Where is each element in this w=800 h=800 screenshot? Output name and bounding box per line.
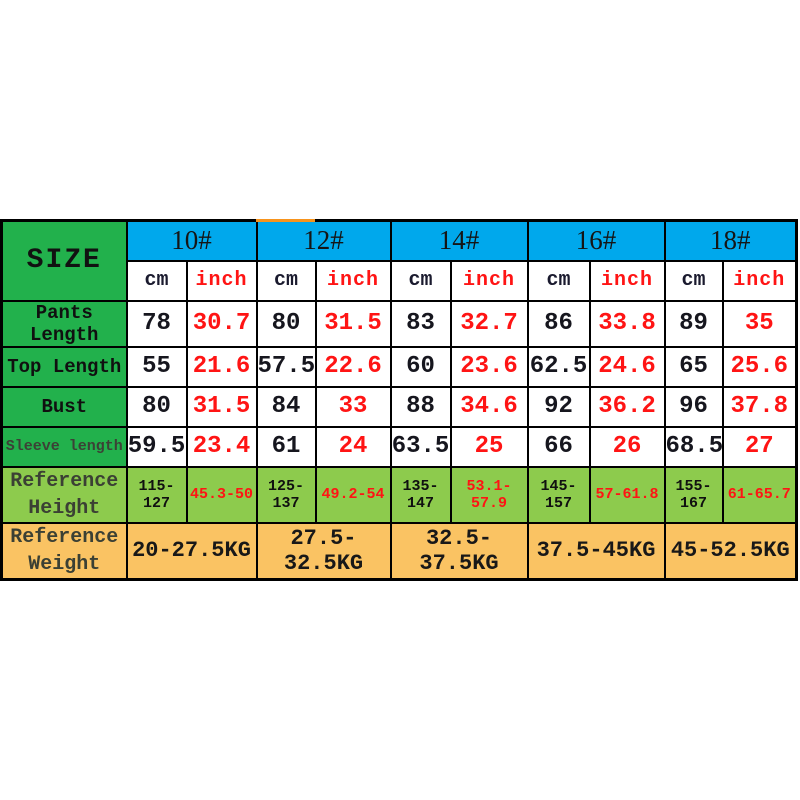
inch-value: 23.6 — [449, 345, 529, 388]
inch-range: 53.1-57.9 — [449, 465, 529, 524]
cm-range: 125-137 — [255, 465, 317, 524]
size-header-12: 12# — [255, 219, 392, 262]
size-header-10: 10# — [125, 219, 258, 262]
unit-inch: inch — [185, 259, 258, 302]
cm-value: 66 — [526, 425, 591, 468]
cm-value: 83 — [389, 299, 452, 348]
inch-range: 45.3-50 — [185, 465, 258, 524]
inch-value: 32.7 — [449, 299, 529, 348]
cm-value: 92 — [526, 385, 591, 428]
cm-range: 115-127 — [125, 465, 188, 524]
inch-range: 57-61.8 — [588, 465, 666, 524]
unit-inch: inch — [314, 259, 392, 302]
inch-value: 35 — [721, 299, 798, 348]
cm-value: 78 — [125, 299, 188, 348]
inch-value: 33.8 — [588, 299, 666, 348]
cm-value: 57.5 — [255, 345, 317, 388]
inch-value: 21.6 — [185, 345, 258, 388]
cm-value: 55 — [125, 345, 188, 388]
weight-range: 32.5-37.5KG — [389, 521, 529, 581]
weight-range: 20-27.5KG — [125, 521, 258, 581]
row-pants-length: Pants Length 78 30.7 80 31.5 83 32.7 86 … — [0, 299, 798, 348]
weight-range: 45-52.5KG — [663, 521, 798, 581]
unit-inch: inch — [449, 259, 529, 302]
inch-value: 26 — [588, 425, 666, 468]
row-label: Pants Length — [0, 299, 128, 348]
unit-inch: inch — [588, 259, 666, 302]
cm-value: 68.5 — [663, 425, 724, 468]
cm-value: 62.5 — [526, 345, 591, 388]
inch-range: 49.2-54 — [314, 465, 392, 524]
unit-inch: inch — [721, 259, 798, 302]
unit-row: cm inch cm inch cm inch cm inch cm inch — [2, 259, 798, 302]
unit-cm: cm — [125, 259, 188, 302]
cm-value: 84 — [255, 385, 317, 428]
cm-value: 88 — [389, 385, 452, 428]
cm-value: 65 — [663, 345, 724, 388]
cm-value: 96 — [663, 385, 724, 428]
size-header-14: 14# — [389, 219, 529, 262]
row-bust: Bust 80 31.5 84 33 88 34.6 92 36.2 96 37… — [0, 385, 798, 428]
cm-value: 80 — [255, 299, 317, 348]
cm-value: 59.5 — [125, 425, 188, 468]
row-label: Top Length — [0, 345, 128, 388]
inch-value: 30.7 — [185, 299, 258, 348]
cm-range: 145-157 — [526, 465, 591, 524]
size-header-18: 18# — [663, 219, 798, 262]
row-label: Bust — [0, 385, 128, 428]
weight-range: 27.5-32.5KG — [255, 521, 392, 581]
inch-value: 22.6 — [314, 345, 392, 388]
row-top-length: Top Length 55 21.6 57.5 22.6 60 23.6 62.… — [0, 345, 798, 388]
row-reference-height: Reference Height 115-127 45.3-50 125-137… — [0, 465, 798, 524]
cm-value: 61 — [255, 425, 317, 468]
cm-value: 86 — [526, 299, 591, 348]
row-reference-weight: Reference Weight 20-27.5KG 27.5-32.5KG 3… — [0, 521, 798, 581]
size-corner-label: SIZE — [0, 219, 128, 302]
size-header-16: 16# — [526, 219, 666, 262]
header-row: SIZE 10# 12# 14# 16# 18# — [0, 219, 798, 302]
row-label: Sleeve length — [0, 425, 128, 468]
inch-value: 37.8 — [721, 385, 798, 428]
inch-value: 33 — [314, 385, 392, 428]
unit-cm: cm — [389, 259, 452, 302]
inch-value: 23.4 — [185, 425, 258, 468]
inch-range: 61-65.7 — [721, 465, 798, 524]
inch-value: 36.2 — [588, 385, 666, 428]
cm-value: 89 — [663, 299, 724, 348]
accent-sliver — [256, 219, 315, 222]
cm-value: 60 — [389, 345, 452, 388]
unit-cm: cm — [255, 259, 317, 302]
row-label: Reference Height — [0, 465, 128, 524]
weight-range: 37.5-45KG — [526, 521, 666, 581]
cm-value: 80 — [125, 385, 188, 428]
unit-cm: cm — [526, 259, 591, 302]
inch-value: 27 — [721, 425, 798, 468]
unit-cm: cm — [663, 259, 724, 302]
cm-range: 135-147 — [389, 465, 452, 524]
inch-value: 25.6 — [721, 345, 798, 388]
cm-value: 63.5 — [389, 425, 452, 468]
row-label: Reference Weight — [0, 521, 128, 581]
size-chart-table: SIZE 10# 12# 14# 16# 18# cm inch cm inch… — [0, 219, 798, 581]
cm-range: 155-167 — [663, 465, 724, 524]
inch-value: 24.6 — [588, 345, 666, 388]
inch-value: 31.5 — [314, 299, 392, 348]
inch-value: 34.6 — [449, 385, 529, 428]
inch-value: 31.5 — [185, 385, 258, 428]
inch-value: 25 — [449, 425, 529, 468]
inch-value: 24 — [314, 425, 392, 468]
row-sleeve-length: Sleeve length 59.5 23.4 61 24 63.5 25 66… — [0, 425, 798, 468]
